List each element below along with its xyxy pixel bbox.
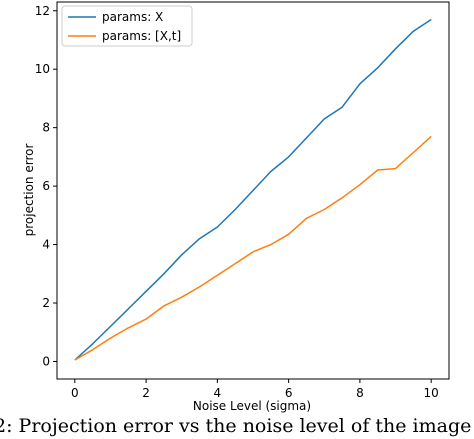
legend-label-params-xt: params: [X,t] <box>102 29 181 43</box>
y-tick-label-2: 2 <box>42 296 50 310</box>
legend-label-params-x: params: X <box>102 10 163 24</box>
x-tick-label-0: 0 <box>71 386 79 400</box>
y-tick-label-4: 4 <box>42 238 50 252</box>
y-tick-label-0: 0 <box>42 354 50 368</box>
y-tick-label-8: 8 <box>42 121 50 135</box>
y-tick-label-12: 12 <box>35 4 50 18</box>
x-tick-label-2: 2 <box>142 386 150 400</box>
x-tick-label-10: 10 <box>424 386 439 400</box>
series-line-0 <box>74 18 432 361</box>
legend: params: X params: [X,t] <box>61 5 193 47</box>
series-line-1 <box>74 135 432 361</box>
x-axis-title: Noise Level (sigma) <box>193 399 311 413</box>
figure-caption: 2: Projection error vs the noise level o… <box>0 415 474 437</box>
series-lines <box>74 18 432 361</box>
y-tick-label-6: 6 <box>42 179 50 193</box>
x-tick-label-4: 4 <box>214 386 222 400</box>
x-tick-label-8: 8 <box>356 386 364 400</box>
axis-ticks: 0 2 4 6 8 10 0 2 4 6 8 10 12 <box>35 4 439 400</box>
y-tick-label-10: 10 <box>35 62 50 76</box>
y-axis-title: projection error <box>22 144 36 237</box>
x-tick-label-6: 6 <box>285 386 293 400</box>
